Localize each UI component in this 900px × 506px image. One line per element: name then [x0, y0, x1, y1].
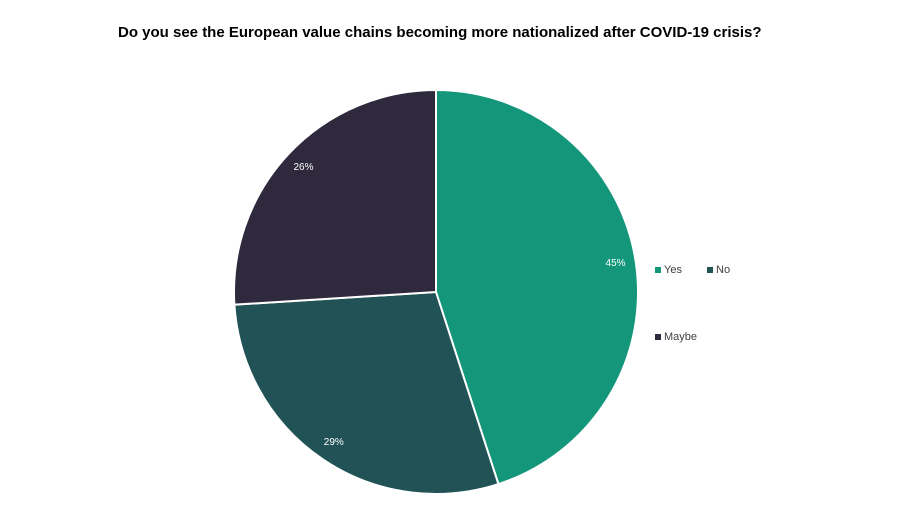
legend-label: Yes	[664, 264, 682, 276]
data-label: 29%	[324, 437, 344, 448]
legend-marker	[655, 267, 661, 273]
legend-marker	[655, 334, 661, 340]
pie-slice	[233, 88, 437, 306]
legend-label: No	[716, 264, 730, 276]
legend-label: Maybe	[664, 331, 697, 343]
data-label: 45%	[606, 258, 626, 269]
pie-slice	[435, 88, 639, 486]
data-label: 26%	[293, 162, 313, 173]
chart-title: Do you see the European value chains bec…	[118, 24, 762, 41]
pie-slice	[233, 290, 500, 495]
legend-marker	[707, 267, 713, 273]
